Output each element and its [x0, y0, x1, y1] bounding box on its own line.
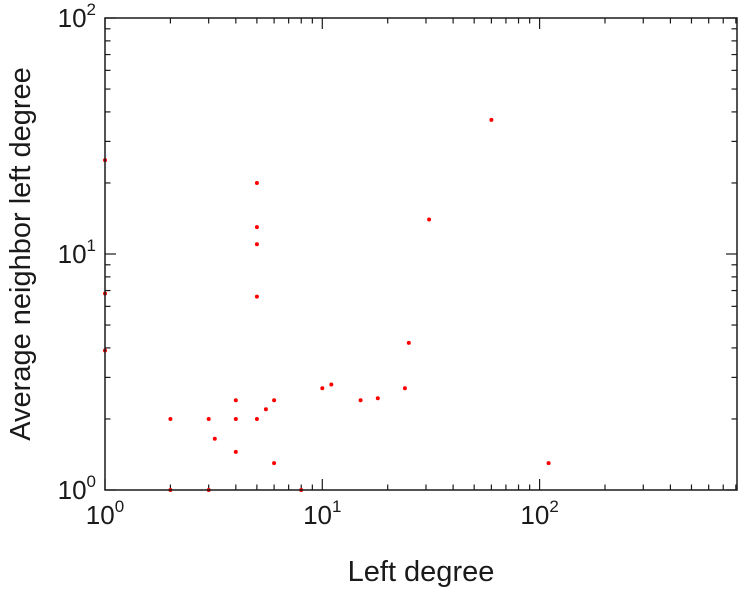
data-point	[546, 461, 551, 466]
y-tick-label: 101	[58, 236, 96, 269]
data-point	[489, 117, 494, 122]
data-point	[233, 398, 238, 403]
data-point	[254, 181, 259, 185]
data-point	[254, 242, 259, 247]
data-points-layer	[103, 117, 551, 492]
data-point	[212, 436, 217, 441]
data-point	[329, 382, 334, 387]
x-axis-title: Left degree	[348, 556, 495, 588]
tick-labels-layer: 100 101 102 100 101 102	[58, 0, 559, 530]
data-point	[272, 461, 277, 466]
y-axis-title: Average neighbor left degree	[5, 67, 37, 441]
ticks-layer	[104, 17, 737, 491]
data-point	[254, 294, 259, 299]
y-tick-label: 100	[58, 472, 96, 505]
plot-border	[104, 17, 738, 491]
data-point	[254, 225, 259, 230]
data-point	[375, 396, 380, 401]
data-point	[406, 340, 411, 345]
y-tick-label: 102	[58, 0, 96, 33]
data-point	[254, 417, 259, 421]
x-tick-label: 102	[520, 497, 558, 530]
data-point	[272, 398, 277, 403]
data-point	[233, 417, 238, 421]
data-point	[320, 386, 325, 391]
data-point	[402, 386, 407, 391]
x-tick-label: 100	[86, 497, 124, 530]
data-point	[427, 217, 432, 222]
data-point	[233, 449, 238, 454]
data-point	[358, 398, 363, 403]
data-point	[263, 407, 268, 412]
x-tick-label: 101	[303, 497, 341, 530]
data-point	[206, 417, 211, 421]
data-point	[168, 417, 173, 421]
